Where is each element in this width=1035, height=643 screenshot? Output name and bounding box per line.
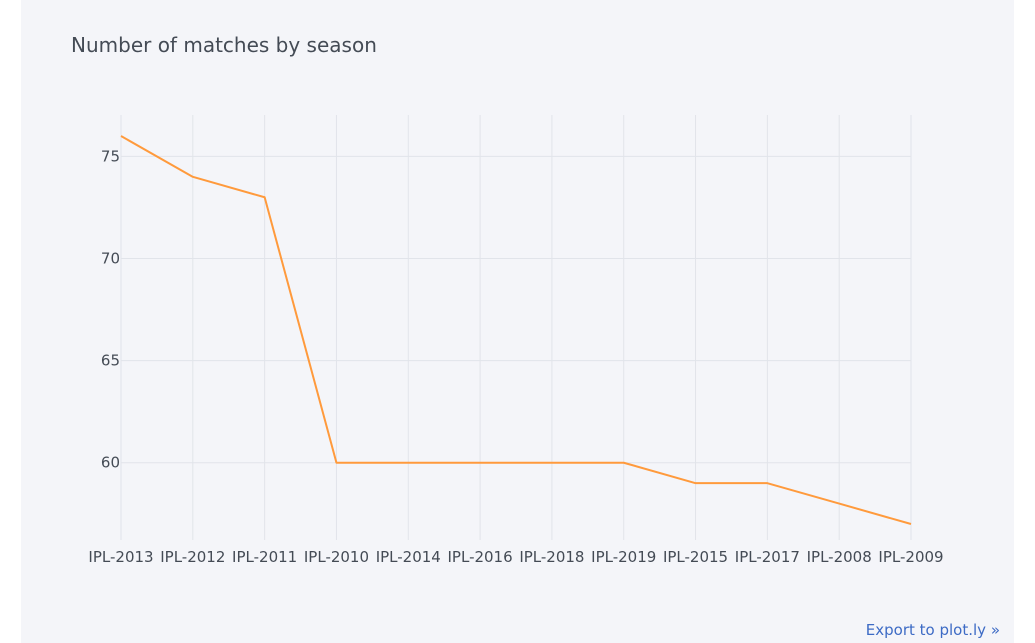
export-to-plotly-link[interactable]: Export to plot.ly » <box>865 621 1000 639</box>
data-point[interactable] <box>190 174 196 180</box>
x-axis-ticks: IPL-2013 IPL-2012 IPL-2011 IPL-2010 IPL-2014… <box>88 548 943 566</box>
x-tick-label: IPL-2010 <box>304 548 369 566</box>
x-tick-label: IPL-2016 <box>448 548 513 566</box>
y-tick-label: 75 <box>101 147 120 165</box>
y-tick-label: 70 <box>101 250 120 268</box>
y-axis-ticks: 60 65 70 75 <box>101 147 120 471</box>
series-line <box>120 135 912 525</box>
x-tick-label: IPL-2012 <box>160 548 225 566</box>
data-point[interactable] <box>621 460 627 466</box>
data-point[interactable] <box>262 194 268 200</box>
y-tick-label: 65 <box>101 352 120 370</box>
x-tick-label: IPL-2013 <box>88 548 153 566</box>
data-point[interactable] <box>836 501 842 507</box>
x-tick-label: IPL-2011 <box>232 548 297 566</box>
x-tick-label: IPL-2019 <box>591 548 656 566</box>
x-tick-label: IPL-2014 <box>376 548 441 566</box>
chart-title: Number of matches by season <box>71 33 377 57</box>
x-tick-label: IPL-2009 <box>878 548 943 566</box>
x-tick-label: IPL-2008 <box>807 548 872 566</box>
data-point[interactable] <box>908 521 914 527</box>
grid-layer <box>120 115 912 540</box>
series-layer <box>118 133 914 527</box>
x-tick-label: IPL-2017 <box>735 548 800 566</box>
line-chart: Number of matches by season 60 65 70 75 IPL… <box>71 33 944 566</box>
data-point[interactable] <box>477 460 483 466</box>
chart-panel: Number of matches by season 60 65 70 75 IPL… <box>21 0 1014 643</box>
data-point[interactable] <box>693 480 699 486</box>
data-point[interactable] <box>764 480 770 486</box>
data-point[interactable] <box>549 460 555 466</box>
data-point[interactable] <box>118 133 124 139</box>
data-point[interactable] <box>405 460 411 466</box>
x-tick-label: IPL-2015 <box>663 548 728 566</box>
y-tick-label: 60 <box>101 454 120 472</box>
x-tick-label: IPL-2018 <box>519 548 584 566</box>
data-point[interactable] <box>333 460 339 466</box>
